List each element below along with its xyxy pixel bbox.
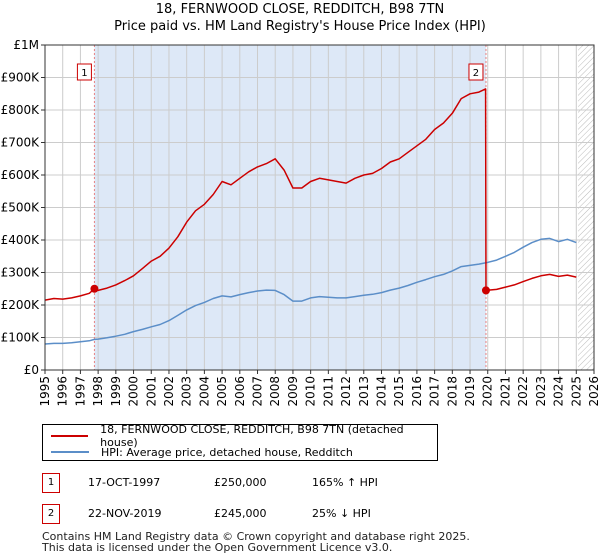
x-tick-label: 1997 — [73, 376, 87, 407]
x-tick-label: 2002 — [162, 376, 176, 407]
x-tick-label: 2020 — [481, 376, 495, 407]
licence-line: This data is licensed under the Open Gov… — [42, 541, 393, 554]
x-tick-label: 2016 — [410, 376, 424, 407]
y-tick-label: £600K — [1, 168, 41, 182]
x-tick-label: 2012 — [339, 376, 353, 407]
hpi-line — [44, 237, 577, 345]
x-tick-label: 2003 — [180, 376, 194, 407]
legend-property-label: 18, FERNWOOD CLOSE, REDDITCH, B98 7TN (d… — [100, 423, 404, 449]
chart-title: 18, FERNWOOD CLOSE, REDDITCH, B98 7TN — [155, 2, 445, 17]
footer: Contains HM Land Registry data © Crown c… — [42, 531, 470, 553]
x-tick-label: 2010 — [304, 376, 318, 407]
y-tick-label: £300K — [1, 266, 41, 280]
sale-marker-box — [468, 63, 484, 81]
x-tick-label: 2006 — [233, 376, 247, 407]
x-tick-label: 2026 — [587, 376, 600, 407]
sale-hpi-change: 165% ↑ HPI — [312, 476, 378, 489]
y-tick-label: £700K — [1, 136, 41, 150]
x-tick-label: 1996 — [56, 376, 70, 407]
y-tick-label: £400K — [1, 233, 41, 247]
hpi-swatch — [51, 451, 89, 453]
x-tick-label: 2005 — [215, 376, 229, 407]
sale-hpi-change: 25% ↓ HPI — [312, 507, 371, 520]
sale-marker-label: 2 — [473, 68, 479, 79]
y-tick-label: £1M — [13, 38, 39, 52]
x-tick-label: 2013 — [357, 376, 371, 407]
property-price-line — [44, 88, 577, 301]
sale-marker-box — [76, 63, 92, 81]
x-tick-label: 1995 — [38, 376, 52, 407]
copyright-line: Contains HM Land Registry data © Crown c… — [42, 530, 470, 543]
sale-marker-label: 1 — [81, 68, 87, 79]
x-tick-label: 2019 — [463, 376, 477, 407]
legend-item-hpi: HPI: Average price, detached house, Redd… — [51, 444, 353, 460]
x-tick-label: 2018 — [445, 376, 459, 407]
sale-date: 22-NOV-2019 — [88, 507, 162, 520]
x-tick-label: 2015 — [392, 376, 406, 407]
x-tick-label: 2011 — [321, 376, 335, 407]
sale-price: £245,000 — [214, 507, 267, 520]
x-tick-label: 2001 — [144, 376, 158, 407]
x-tick-label: 2004 — [197, 376, 211, 407]
y-tick-label: £200K — [1, 298, 41, 312]
sale-point — [90, 284, 99, 293]
legend-hpi-label: HPI: Average price, detached house, Redd… — [101, 445, 353, 459]
x-tick-label: 1998 — [91, 376, 105, 407]
y-tick-label: £900K — [1, 71, 41, 85]
y-tick-label: £100K — [1, 331, 41, 345]
y-tick-label: £0 — [24, 363, 39, 377]
legend: 18, FERNWOOD CLOSE, REDDITCH, B98 7TN (d… — [42, 423, 438, 461]
x-tick-label: 1999 — [109, 376, 123, 407]
legend-item-property: 18, FERNWOOD CLOSE, REDDITCH, B98 7TN (d… — [51, 423, 437, 449]
x-tick-label: 2008 — [268, 376, 282, 407]
y-tick-label: £500K — [1, 201, 41, 215]
sale-point — [481, 286, 490, 295]
property-swatch — [51, 435, 89, 437]
x-tick-label: 2017 — [428, 376, 442, 407]
x-tick-label: 2009 — [286, 376, 300, 407]
x-tick-label: 2014 — [374, 376, 388, 407]
chart-subtitle: Price paid vs. HM Land Registry's House … — [114, 19, 486, 34]
x-tick-label: 2025 — [569, 376, 583, 407]
x-tick-label: 2021 — [498, 376, 512, 407]
chart: £0 £100K £200K £300K £400K £500K £600K £700K £80… — [1, 38, 600, 407]
x-tick-label: 2007 — [251, 376, 265, 407]
sale-marker-badge: 2 — [42, 504, 60, 524]
sale-date: 17-OCT-1997 — [88, 476, 161, 489]
sale-marker-badge: 1 — [42, 473, 60, 493]
x-tick-label: 2023 — [534, 376, 548, 407]
x-tick-label: 2022 — [516, 376, 530, 407]
y-tick-label: £800K — [1, 103, 41, 117]
x-tick-label: 2024 — [552, 376, 566, 407]
sale-price: £250,000 — [214, 476, 267, 489]
x-tick-label: 2000 — [127, 376, 141, 407]
